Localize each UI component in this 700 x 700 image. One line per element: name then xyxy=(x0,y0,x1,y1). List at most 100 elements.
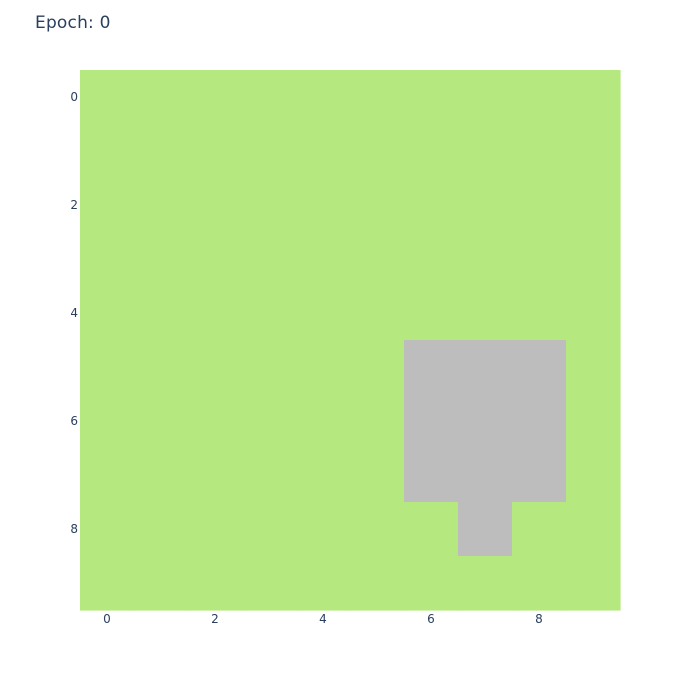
heatmap-cell-r6-c8 xyxy=(512,394,567,449)
heatmap-cell-r1-c7 xyxy=(458,124,513,179)
heatmap-cell-r9-c3 xyxy=(242,556,297,611)
heatmap-cell-r6-c1 xyxy=(134,394,189,449)
heatmap-cell-r6-c7 xyxy=(458,394,513,449)
heatmap-cell-r5-c6 xyxy=(404,340,459,395)
heatmap-cell-r6-c6 xyxy=(404,394,459,449)
heatmap-cell-r0-c0 xyxy=(80,70,135,125)
heatmap-cell-r3-c8 xyxy=(512,232,567,287)
y-tick-label: 2 xyxy=(70,198,78,212)
heatmap-cell-r7-c4 xyxy=(296,448,351,503)
y-axis-ticks: 02468 xyxy=(70,90,78,536)
x-axis-ticks: 0 2 4 6 8 xyxy=(103,612,543,626)
heatmap-cell-r9-c7 xyxy=(458,556,513,611)
heatmap-cell-r9-c5 xyxy=(350,556,405,611)
heatmap-cell-r0-c2 xyxy=(188,70,243,125)
y-tick-label: 8 xyxy=(70,522,78,536)
heatmap-cell-r6-c3 xyxy=(242,394,297,449)
heatmap-cell-r8-c0 xyxy=(80,502,135,557)
y-tick-label: 6 xyxy=(70,414,78,428)
heatmap-cell-r8-c7 xyxy=(458,502,513,557)
heatmap-cell-r7-c3 xyxy=(242,448,297,503)
heatmap-cell-r8-c4 xyxy=(296,502,351,557)
heatmap-cell-r4-c4 xyxy=(296,286,351,341)
heatmap-cell-r8-c6 xyxy=(404,502,459,557)
heatmap-cell-r3-c4 xyxy=(296,232,351,287)
heatmap-cell-r1-c3 xyxy=(242,124,297,179)
heatmap-cell-r9-c0 xyxy=(80,556,135,611)
heatmap-cell-r1-c4 xyxy=(296,124,351,179)
x-tick-label: 0 xyxy=(103,612,111,626)
heatmap-cell-r1-c0 xyxy=(80,124,135,179)
heatmap-cell-r3-c5 xyxy=(350,232,405,287)
heatmap-cell-r8-c8 xyxy=(512,502,567,557)
heatmap-cell-r1-c5 xyxy=(350,124,405,179)
heatmap-cell-r9-c4 xyxy=(296,556,351,611)
heatmap-cell-r8-c1 xyxy=(134,502,189,557)
heatmap-cell-r1-c2 xyxy=(188,124,243,179)
heatmap-cell-r8-c3 xyxy=(242,502,297,557)
heatmap-cell-r7-c8 xyxy=(512,448,567,503)
heatmap-cell-r7-c5 xyxy=(350,448,405,503)
heatmap-cell-r5-c8 xyxy=(512,340,567,395)
heatmap-cell-r7-c0 xyxy=(80,448,135,503)
heatmap-cell-r2-c2 xyxy=(188,178,243,233)
heatmap-cell-r6-c4 xyxy=(296,394,351,449)
heatmap-cell-r8-c9 xyxy=(566,502,621,557)
heatmap-cell-r1-c6 xyxy=(404,124,459,179)
heatmap-cell-r7-c2 xyxy=(188,448,243,503)
heatmap-cell-r9-c1 xyxy=(134,556,189,611)
heatmap-cell-r7-c1 xyxy=(134,448,189,503)
heatmap-cell-r4-c3 xyxy=(242,286,297,341)
heatmap-cell-r0-c5 xyxy=(350,70,405,125)
heatmap-cell-r4-c5 xyxy=(350,286,405,341)
heatmap-cell-r0-c4 xyxy=(296,70,351,125)
heatmap-cell-r4-c7 xyxy=(458,286,513,341)
heatmap-cell-r7-c9 xyxy=(566,448,621,503)
x-tick-label: 8 xyxy=(535,612,543,626)
heatmap-cell-r6-c0 xyxy=(80,394,135,449)
heatmap-cell-r7-c6 xyxy=(404,448,459,503)
heatmap-cell-r4-c2 xyxy=(188,286,243,341)
heatmap-cell-r2-c8 xyxy=(512,178,567,233)
heatmap-cell-r8-c2 xyxy=(188,502,243,557)
heatmap-cell-r0-c6 xyxy=(404,70,459,125)
heatmap-cell-r2-c4 xyxy=(296,178,351,233)
heatmap-cell-r2-c6 xyxy=(404,178,459,233)
heatmap-cell-r4-c0 xyxy=(80,286,135,341)
heatmap-cell-r0-c3 xyxy=(242,70,297,125)
x-tick-label: 6 xyxy=(427,612,435,626)
heatmap-cell-r4-c9 xyxy=(566,286,621,341)
heatmap-cell-r4-c1 xyxy=(134,286,189,341)
heatmap-cell-r9-c2 xyxy=(188,556,243,611)
x-tick-label: 2 xyxy=(211,612,219,626)
heatmap-cell-r2-c1 xyxy=(134,178,189,233)
heatmap-cell-r1-c8 xyxy=(512,124,567,179)
heatmap-cell-r2-c3 xyxy=(242,178,297,233)
heatmap-cell-r5-c7 xyxy=(458,340,513,395)
heatmap-cell-r9-c6 xyxy=(404,556,459,611)
heatmap-cell-r0-c9 xyxy=(566,70,621,125)
heatmap-cell-r6-c9 xyxy=(566,394,621,449)
heatmap-cell-r3-c0 xyxy=(80,232,135,287)
heatmap-cell-r9-c9 xyxy=(566,556,621,611)
heatmap-cell-r5-c3 xyxy=(242,340,297,395)
heatmap-cell-r8-c5 xyxy=(350,502,405,557)
heatmap-cell-r0-c1 xyxy=(134,70,189,125)
heatmap-cell-r5-c9 xyxy=(566,340,621,395)
heatmap-cell-r1-c1 xyxy=(134,124,189,179)
heatmap-cell-r3-c6 xyxy=(404,232,459,287)
heatmap-cell-r1-c9 xyxy=(566,124,621,179)
heatmap-cell-r5-c1 xyxy=(134,340,189,395)
x-tick-label: 4 xyxy=(319,612,327,626)
heatmap-cell-r5-c0 xyxy=(80,340,135,395)
heatmap-cell-r2-c9 xyxy=(566,178,621,233)
heatmap-cell-r0-c7 xyxy=(458,70,513,125)
heatmap-cells xyxy=(80,70,621,611)
heatmap-cell-r4-c6 xyxy=(404,286,459,341)
heatmap-cell-r3-c2 xyxy=(188,232,243,287)
heatmap-cell-r0-c8 xyxy=(512,70,567,125)
heatmap-cell-r6-c5 xyxy=(350,394,405,449)
heatmap-cell-r2-c0 xyxy=(80,178,135,233)
